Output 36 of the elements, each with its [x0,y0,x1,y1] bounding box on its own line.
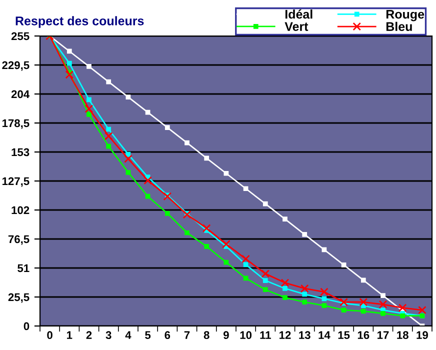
x-tick-label: 15 [338,331,350,340]
x-tick-label: 16 [358,331,370,340]
y-tick-label: 153 [12,148,30,156]
x-tick-label: 13 [299,331,310,340]
legend-label: Vert [284,22,308,31]
y-tick-label: 102 [12,206,30,214]
x-tick-label: 18 [397,331,408,340]
x-tick-label: 0 [47,331,52,340]
y-tick-label: 51 [18,264,30,272]
x-tick-label: 17 [378,331,389,339]
y-tick-label: 76,5 [8,235,30,245]
x-tick-label: 7 [184,331,190,339]
y-tick-label: 127,5 [2,177,30,187]
x-tick-label: 12 [280,331,291,339]
x-tick-label: 8 [204,331,210,340]
x-tick-label: 6 [164,331,170,340]
y-tick-label: 178,5 [2,119,30,129]
x-tick-label: 19 [416,331,428,340]
x-tick-label: 4 [125,331,132,339]
legend-label: Bleu [386,22,412,32]
x-tick-label: 2 [86,331,92,339]
x-tick-label: 11 [260,331,271,339]
x-tick-label: 9 [223,331,229,340]
y-tick-label: 229,5 [2,61,30,71]
y-tick-label: 204 [11,90,30,98]
y-tick-label: 255 [11,32,30,40]
x-tick-label: 3 [106,331,112,340]
y-tick-label: 0 [24,322,30,330]
legend-label: Rouge [386,10,424,22]
x-tick-label: 14 [318,331,330,339]
x-tick-label: 1 [67,331,72,339]
x-tick-label: 10 [240,331,252,340]
legend-label: Idéal [285,9,312,19]
y-tick-label: 25,5 [8,293,30,303]
x-tick-label: 5 [145,331,151,340]
chart-title: Respect des couleurs [16,16,144,28]
